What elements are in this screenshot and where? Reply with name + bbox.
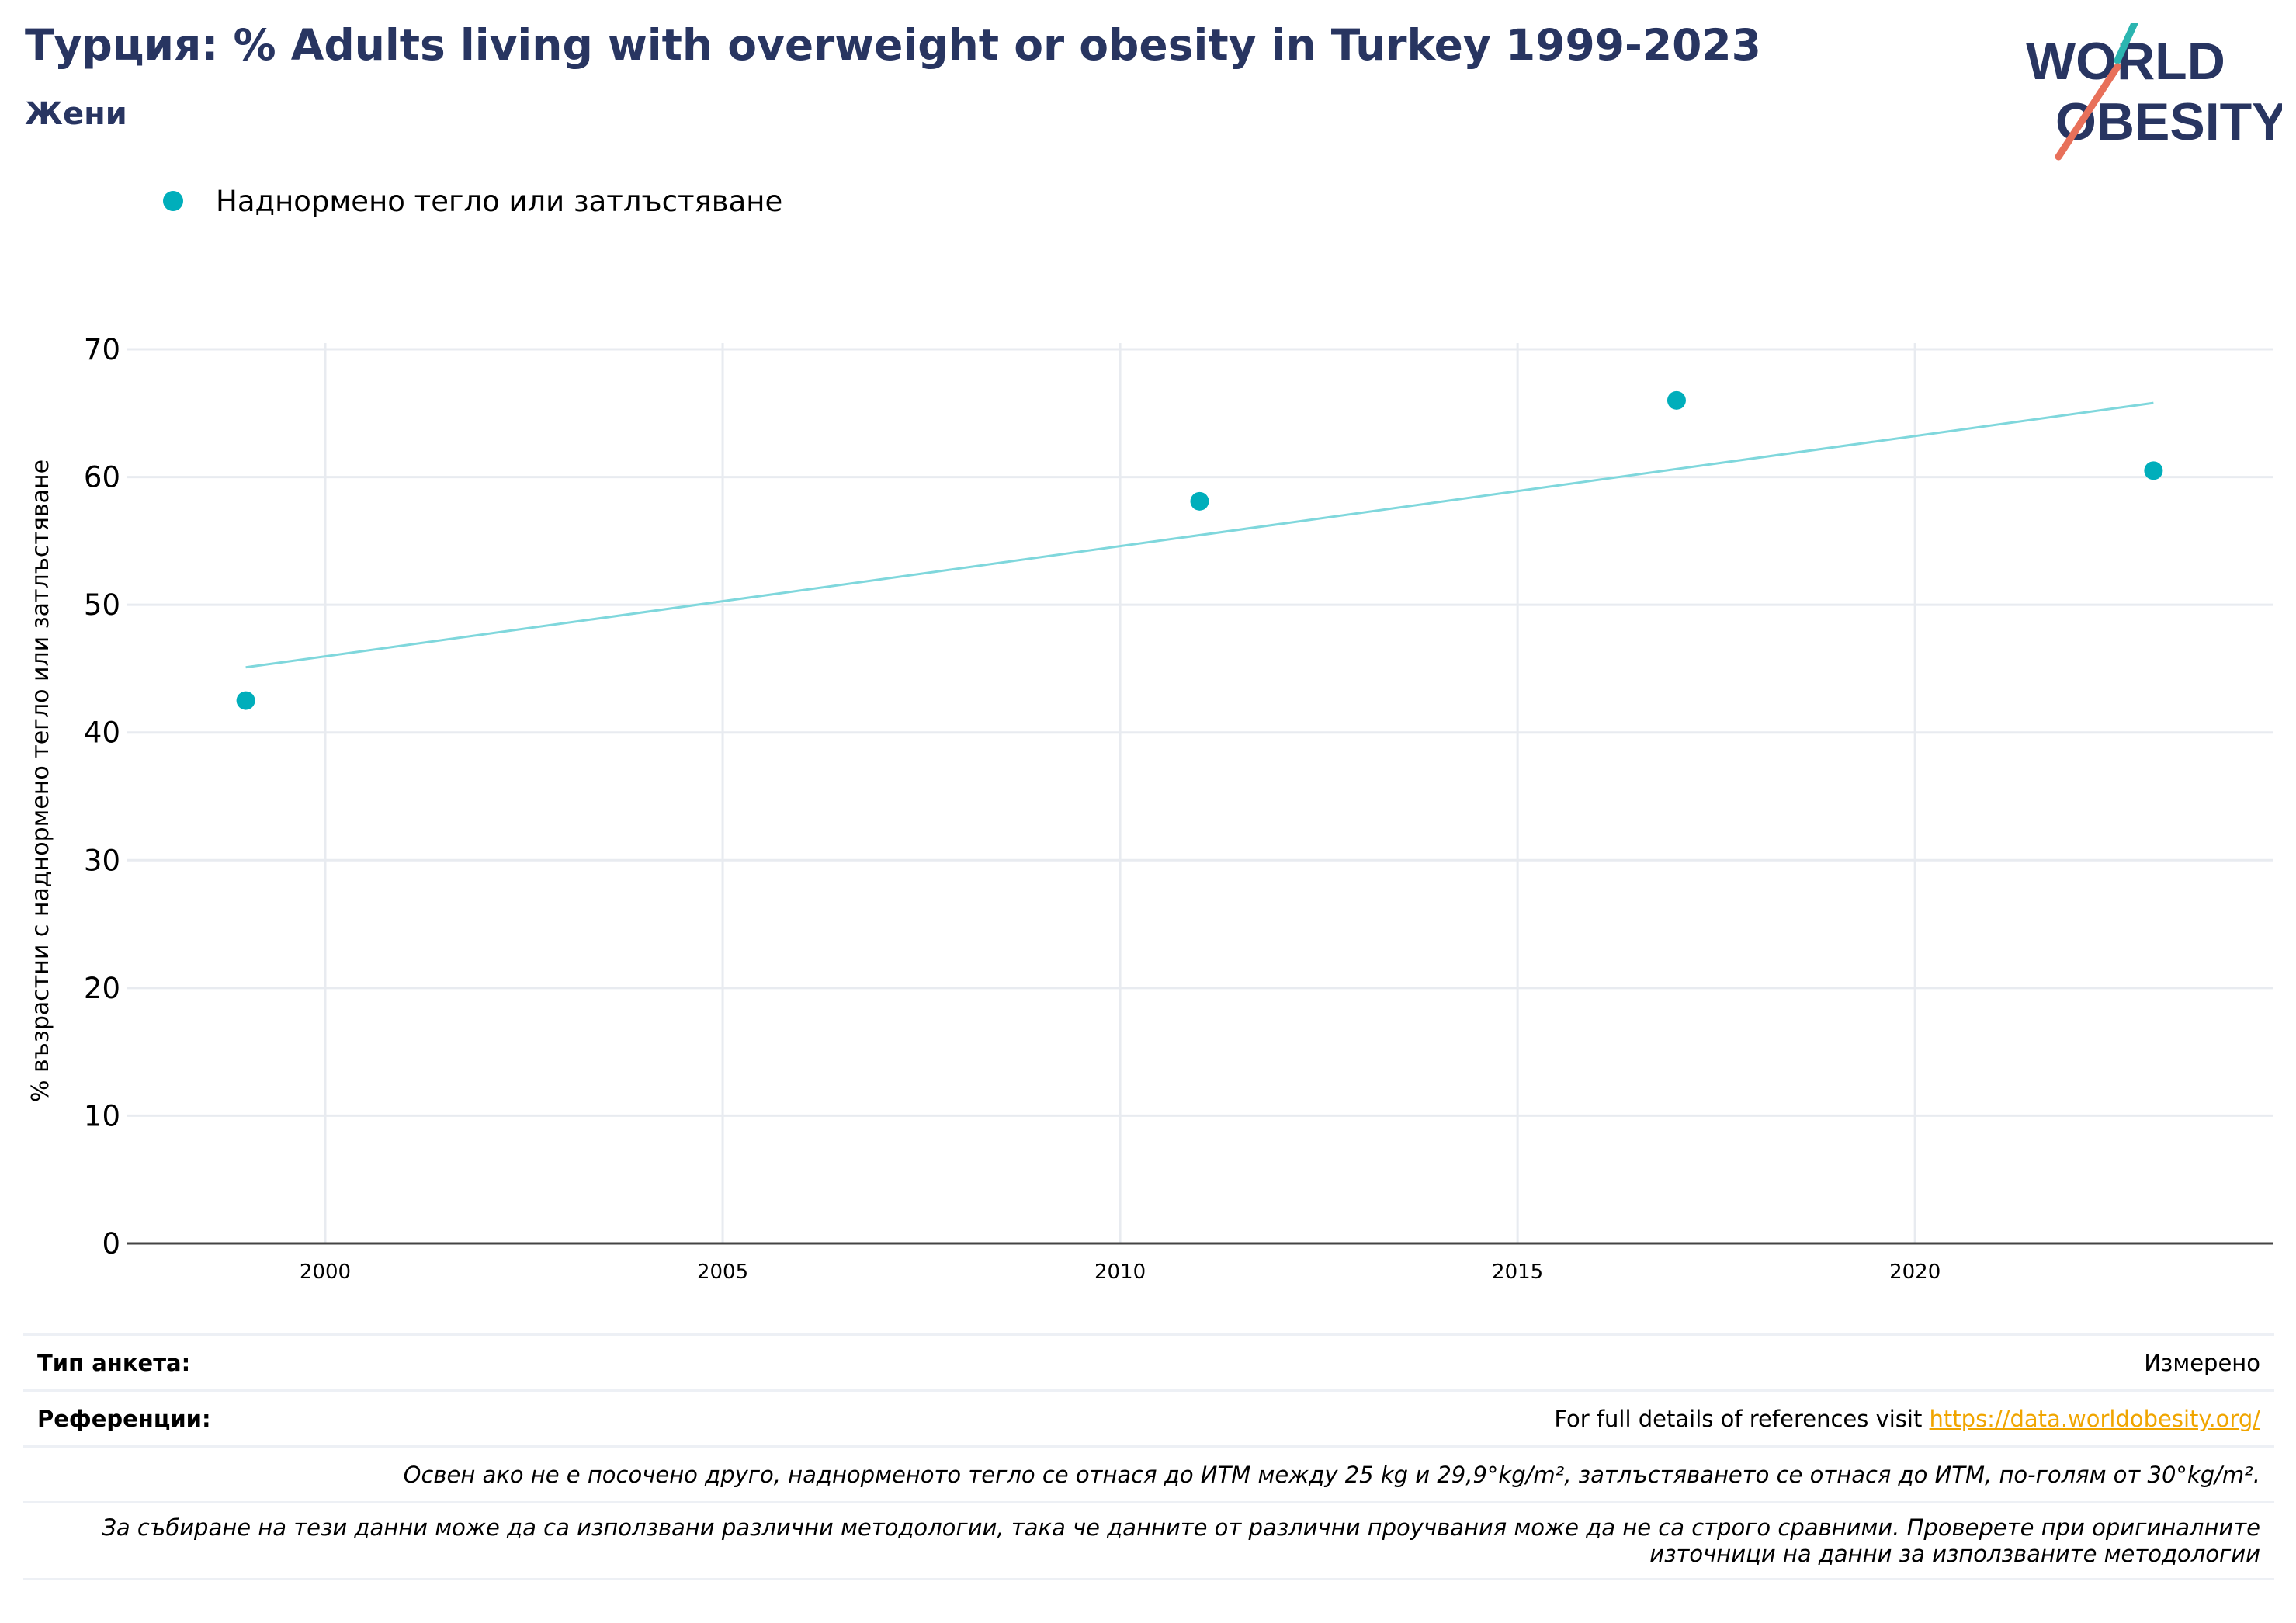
survey-type-label: Тип анкета: — [37, 1349, 191, 1376]
y-tick-label: 10 — [84, 1099, 120, 1132]
bmi-note: Освен ако не е посочено друго, наднормен… — [403, 1461, 2260, 1488]
references-link[interactable]: https://data.worldobesity.org/ — [1929, 1405, 2260, 1432]
survey-type-value: Измерено — [2144, 1349, 2260, 1376]
y-tick-label: 40 — [84, 716, 120, 750]
y-tick-label: 30 — [84, 844, 120, 877]
trend-line — [245, 401, 2154, 669]
logo-slash-top — [2114, 19, 2138, 64]
footer-row-survey-type: Тип анкета: Измерено — [23, 1333, 2274, 1389]
data-point — [1667, 390, 1686, 410]
x-tick-label: 2015 — [1492, 1261, 1543, 1284]
y-axis-label: % възрастни с наднормено тегло или затлъ… — [27, 460, 54, 1102]
point-layer — [236, 390, 2163, 710]
references-label: Референции: — [37, 1405, 211, 1432]
x-tick-label: 2000 — [300, 1261, 351, 1284]
page-title: Турция: % Adults living with overweight … — [25, 20, 1761, 70]
y-tick-label: 60 — [84, 461, 120, 494]
x-tick-label: 2020 — [1889, 1261, 1941, 1284]
footer-row-methods-note: За събиране на тези данни може да са изп… — [23, 1501, 2274, 1580]
grid-layer — [127, 343, 2273, 1243]
data-point — [236, 691, 255, 710]
scatter-chart: 0 10 20 30 40 50 60 70 2000 2005 2010 2015 2020 % въ… — [0, 310, 2296, 1312]
x-tick-label: 2005 — [697, 1261, 748, 1284]
trend-layer — [245, 401, 2154, 669]
chart-svg: 0 10 20 30 40 50 60 70 2000 2005 2010 2015 2020 % въ… — [27, 333, 2273, 1284]
footer-row-bmi-note: Освен ако не е посочено друго, наднормен… — [23, 1445, 2274, 1501]
references-text: For full details of references visit — [1554, 1405, 1930, 1432]
footer-table: Тип анкета: Измерено Референции: For ful… — [23, 1333, 2274, 1580]
logo-text-obesity: OBESITY — [2055, 92, 2282, 151]
page-subtitle: Жени — [25, 96, 127, 132]
world-obesity-logo[interactable]: WORLD OBESITY — [2026, 19, 2287, 163]
references-value: For full details of references visit htt… — [1554, 1406, 2260, 1432]
methods-note: За събиране на тези данни може да са изп… — [102, 1514, 2260, 1567]
data-point — [1190, 491, 1209, 511]
data-point — [2144, 461, 2163, 480]
y-tick-label: 70 — [84, 333, 120, 366]
y-tick-label: 50 — [84, 588, 120, 622]
x-tick-label: 2010 — [1094, 1261, 1146, 1284]
axis-layer: 0 10 20 30 40 50 60 70 2000 2005 2010 2015 2020 — [84, 333, 2273, 1284]
y-tick-label: 0 — [102, 1227, 120, 1261]
legend-marker-icon — [163, 191, 183, 211]
y-tick-label: 20 — [84, 972, 120, 1005]
world-obesity-logo-graphic: WORLD OBESITY — [2026, 19, 2287, 161]
legend-label: Наднормено тегло или затлъстяване — [216, 184, 783, 218]
footer-row-references: Референции: For full details of referenc… — [23, 1389, 2274, 1445]
chart-legend[interactable]: Наднормено тегло или затлъстяване — [163, 182, 782, 220]
logo-slash-bottom — [2055, 63, 2121, 161]
